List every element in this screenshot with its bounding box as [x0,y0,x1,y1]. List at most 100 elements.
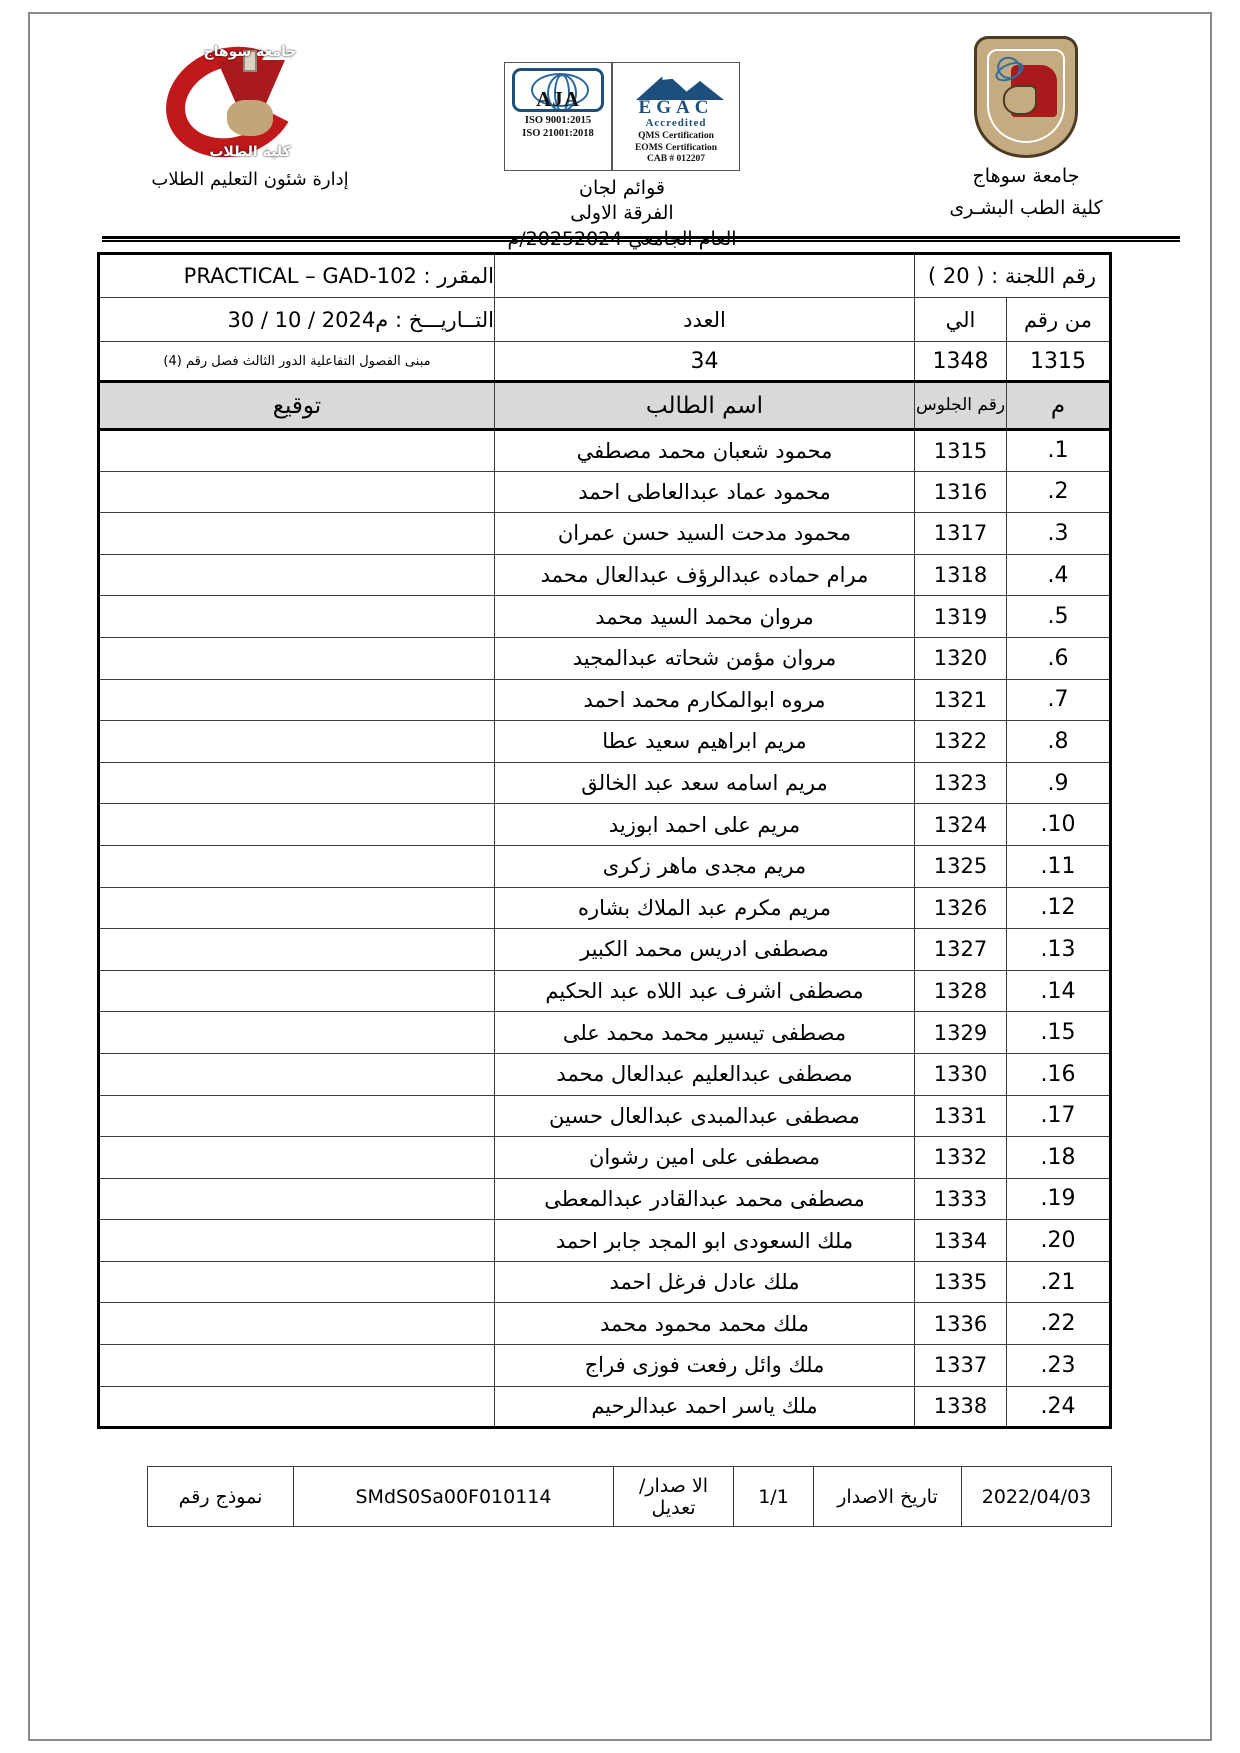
row-index: .11 [1006,844,1112,888]
row-signature-field[interactable] [96,720,495,763]
row-signature-field[interactable] [96,1385,495,1430]
row-student-name: محمود مدحت السيد حسن عمران [493,512,915,555]
row-signature-field[interactable] [96,844,495,888]
row-signature-field[interactable] [96,1136,495,1179]
row-seat-number: 1326 [913,886,1008,930]
to-value-cell: 1348 [913,341,1008,382]
row-student-name: مريم مكرم عبد الملاك بشاره [493,886,915,930]
aja-certification-badge: AJA ISO 9001:2015 ISO 21001:2018 [504,62,612,171]
row-signature-field[interactable] [96,1219,495,1262]
table-row: .19 1333 مصطفى محمد عبدالقادر عبدالمعطى [96,1177,1112,1221]
to-label-cell: الي [913,297,1008,342]
row-student-name: ملك السعودى ابو المجد جابر احمد [493,1219,915,1262]
document-title-block: قوائم لجان الفرقة الاولى العام الجامعي 2… [432,176,812,253]
table-row: .11 1325 مريم مجدى ماهر زكرى [96,844,1112,888]
from-label-cell: من رقم [1006,297,1112,342]
administration-caption: إدارة شئون التعليم الطلاب [151,169,349,190]
table-row: .24 1338 ملك ياسر احمد عبدالرحيم [96,1385,1112,1430]
row-student-name: مصطفى محمد عبدالقادر عبدالمعطى [493,1177,915,1221]
faculty-crescent-logo-icon: جامعة سوهاج كلية الطلاب [151,30,345,174]
table-row: .12 1326 مريم مكرم عبد الملاك بشاره [96,886,1112,930]
row-signature-field[interactable] [96,1302,495,1346]
course-value: PRACTICAL – GAD-102 [183,264,417,288]
row-signature-field[interactable] [96,595,495,638]
row-signature-field[interactable] [96,636,495,680]
row-index: .21 [1006,1260,1112,1304]
row-signature-field[interactable] [96,803,495,846]
from-value-cell: 1315 [1006,341,1112,382]
row-student-name: مصطفى على امين رشوان [493,1136,915,1179]
row-index: .4 [1006,553,1112,597]
row-index: .18 [1006,1136,1112,1179]
row-signature-field[interactable] [96,1260,495,1304]
row-index: .8 [1006,720,1112,763]
aja-iso9001-line: ISO 9001:2015 [524,115,592,126]
row-student-name: ملك عادل فرغل احمد [493,1260,915,1304]
row-seat-number: 1335 [913,1260,1008,1304]
table-row: .9 1323 مريم اسامه سعد عبد الخالق [96,761,1112,805]
row-student-name: مصطفى تيسير محمد محمد على [493,1011,915,1054]
table-row: .2 1316 محمود عماد عبدالعاطى احمد [96,470,1112,514]
row-signature-field[interactable] [96,1011,495,1054]
document-footer: 2022/04/03 تاريخ الاصدار 1/1 الا صدار/تع… [147,1466,1112,1527]
seating-list-table: رقم اللجنة : ( 20 ) المقرر : PRACTICAL –… [96,252,1113,1430]
row-seat-number: 1323 [913,761,1008,805]
table-row: .8 1322 مريم ابراهيم سعيد عطا [96,720,1112,763]
header-university-block: جامعة سوهاج كلية الطب البشـرى [876,24,1176,221]
row-signature-field[interactable] [96,678,495,722]
row-signature-field[interactable] [96,928,495,971]
row-seat-number: 1324 [913,803,1008,846]
table-row: .6 1320 مروان مؤمن شحاته عبدالمجيد [96,636,1112,680]
row-signature-field[interactable] [96,470,495,514]
aja-globe-icon: AJA [512,68,604,112]
row-signature-field[interactable] [96,512,495,555]
row-seat-number: 1332 [913,1136,1008,1179]
header-administration-block: جامعة سوهاج كلية الطلاب إدارة شئون التعل… [100,24,400,192]
row-index: .24 [1006,1385,1112,1430]
row-student-name: مريم ابراهيم سعيد عطا [493,720,915,763]
row-seat-number: 1336 [913,1302,1008,1346]
row-signature-field[interactable] [96,1052,495,1096]
row-seat-number: 1329 [913,1011,1008,1054]
row-seat-number: 1318 [913,553,1008,597]
sohag-university-shield-icon [974,36,1078,158]
row-signature-field[interactable] [96,553,495,597]
egac-cab-line: CAB # 012207 [646,154,706,165]
row-signature-field[interactable] [96,886,495,930]
egac-qms-line: QMS Certification [638,131,714,142]
row-index: .22 [1006,1302,1112,1346]
table-row: .20 1334 ملك السعودى ابو المجد جابر احمد [96,1219,1112,1262]
faculty-name: كلية الطب البشـرى [949,196,1103,219]
seating-list-table-wrap: رقم اللجنة : ( 20 ) المقرر : PRACTICAL –… [96,252,1113,1430]
form-label: نموذج رقم [147,1466,294,1527]
issue-date-value: 2022/04/03 [961,1466,1112,1527]
row-student-name: مرام حماده عبدالرؤف عبدالعال محمد [493,553,915,597]
row-index: .2 [1006,470,1112,514]
row-student-name: مريم مجدى ماهر زكرى [493,844,915,888]
row-seat-number: 1333 [913,1177,1008,1221]
row-signature-field[interactable] [96,1094,495,1138]
date-label: التــاريـــخ : [394,307,494,332]
aja-iso21001-line: ISO 21001:2018 [522,128,594,140]
row-signature-field[interactable] [96,969,495,1013]
row-signature-field[interactable] [96,1344,495,1387]
row-student-name: ملك محمد محمود محمد [493,1302,915,1346]
row-seat-number: 1320 [913,636,1008,680]
row-signature-field[interactable] [96,1177,495,1221]
row-signature-field[interactable] [96,429,495,472]
title-line-3: العام الجامعي 20252024/م [507,228,737,251]
row-index: .3 [1006,512,1112,555]
row-student-name: ملك ياسر احمد عبدالرحيم [493,1385,915,1430]
row-student-name: مريم اسامه سعد عبد الخالق [493,761,915,805]
col-header-index: م [1006,380,1112,431]
committee-number-cell: رقم اللجنة : ( 20 ) [913,252,1113,298]
col-header-signature: توقيع [96,380,495,431]
table-row: .1 1315 محمود شعبان محمد مصطفي [96,429,1112,472]
row-index: .12 [1006,886,1112,930]
row-signature-field[interactable] [96,761,495,805]
table-row: .16 1330 مصطفى عبدالعليم عبدالعال محمد [96,1052,1112,1096]
date-value: 30 / 10 / 2024م [227,307,389,332]
row-index: .5 [1006,595,1112,638]
row-index: .7 [1006,678,1112,722]
egac-bird-icon [661,69,681,80]
